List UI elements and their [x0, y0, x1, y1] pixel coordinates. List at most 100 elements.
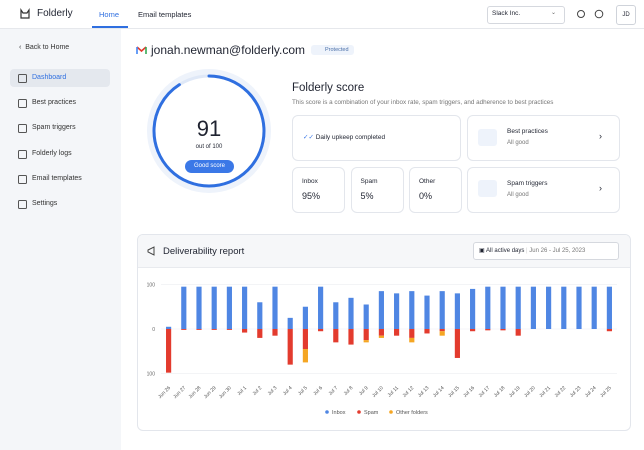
x-tick-label: Jul 13 [417, 385, 431, 399]
bar [318, 286, 324, 329]
chart-title: Deliverability report [163, 246, 245, 257]
bar [272, 286, 278, 329]
bar [409, 291, 415, 329]
bar [211, 329, 217, 330]
upkeep-label: Daily upkeep completed [315, 134, 386, 141]
tab-underline [92, 26, 128, 28]
sidebar-item[interactable]: Settings [32, 200, 58, 207]
bar [211, 286, 217, 329]
rate-card [409, 167, 462, 213]
score-rating: Good score [185, 160, 234, 173]
bar [409, 329, 415, 338]
workspace-name: Slack Inc. [492, 10, 521, 17]
x-tick-label: Jun 29 [203, 385, 218, 400]
bar [394, 329, 400, 336]
bar [378, 335, 384, 338]
bar [591, 286, 597, 329]
rate-label: Other [419, 178, 436, 185]
rate-value: 0% [419, 191, 433, 201]
bar [439, 331, 445, 336]
x-tick-label: Jul 9 [358, 385, 370, 397]
sidebar-item[interactable]: Folderly logs [32, 149, 72, 157]
x-tick-label: Jul 8 [343, 385, 355, 397]
x-tick-label: Jul 24 [584, 385, 598, 399]
bar [333, 302, 339, 329]
tab-home[interactable]: Home [99, 10, 120, 19]
bar [302, 329, 308, 350]
filter: All active days [486, 248, 525, 254]
x-tick-label: Jul 2 [252, 385, 264, 397]
x-tick-label: Jul 22 [554, 385, 568, 399]
back-link[interactable]: ‹ Back to Home [19, 44, 70, 51]
x-tick-label: Jul 20 [523, 385, 537, 399]
rate-label: Inbox [302, 178, 318, 185]
bar [606, 286, 612, 329]
x-tick-label: Jul 21 [538, 385, 552, 399]
avatar[interactable]: JD [616, 5, 636, 25]
rate-card [292, 167, 345, 213]
x-tick-label: Jun 28 [188, 385, 203, 400]
sidebar-icon [18, 200, 27, 209]
megaphone-icon [147, 246, 155, 256]
date-range: Jun 26 - Jul 25, 2023 [529, 248, 586, 254]
upkeep-text: ✓✓ Daily upkeep completed [303, 134, 386, 141]
score-subtitle: This score is a combination of your inbo… [292, 99, 554, 106]
back-text: Back to Home [25, 44, 70, 51]
spam-triggers-card[interactable] [467, 167, 620, 213]
sidebar [0, 29, 121, 450]
bar [181, 329, 187, 330]
x-tick-label: Jun 30 [218, 385, 233, 400]
score-title: Folderly score [292, 82, 365, 94]
y-tick-label: 100 [147, 372, 156, 378]
bar [166, 326, 172, 329]
logo-icon [20, 8, 30, 19]
sidebar-item[interactable]: Dashboard [32, 74, 67, 81]
account-email: jonah.newman@folderly.com [151, 43, 306, 57]
x-tick-label: Jul 17 [478, 385, 492, 399]
x-tick-label: Jul 18 [493, 385, 507, 399]
rate-value: 5% [360, 191, 374, 201]
x-tick-label: Jul 15 [447, 385, 461, 399]
bar [302, 349, 308, 363]
header [0, 0, 644, 29]
score-gauge [147, 69, 271, 193]
sidebar-item[interactable]: Best practices [32, 99, 76, 107]
legend-label: Spam [364, 410, 379, 416]
x-tick-label: Jul 4 [282, 385, 294, 397]
x-tick-label: Jul 19 [508, 385, 522, 399]
x-tick-label: Jul 11 [387, 385, 401, 399]
sidebar-item[interactable]: Email templates [32, 174, 82, 182]
best-practices-card[interactable] [467, 115, 620, 161]
bar [242, 329, 248, 333]
bar [515, 329, 521, 336]
bar [378, 329, 384, 336]
x-tick-label: Jul 23 [569, 385, 583, 399]
bar [363, 340, 369, 343]
bar [363, 329, 369, 341]
bar [242, 286, 248, 329]
x-tick-label: Jul 10 [371, 385, 385, 399]
protected-badge: Protected [311, 45, 354, 55]
bar [196, 286, 202, 329]
x-tick-label: Jul 6 [312, 385, 324, 397]
bar [424, 295, 430, 329]
tab-templates[interactable]: Email templates [138, 10, 192, 19]
best-practices-title: Best practices [507, 128, 548, 135]
target-icon [478, 180, 497, 197]
bar [257, 329, 263, 338]
best-practices-status: All good [507, 140, 529, 146]
sidebar-item[interactable]: Spam triggers [32, 124, 76, 132]
date-picker[interactable] [473, 242, 619, 260]
rate-card [350, 167, 404, 213]
bar [196, 329, 202, 330]
header-icons [577, 9, 604, 19]
bar [226, 329, 232, 330]
bar [576, 286, 582, 329]
rate-label: Spam [360, 178, 378, 185]
workspace-select[interactable] [487, 6, 565, 24]
flag-icon [478, 129, 497, 146]
bar [454, 329, 460, 358]
bar [546, 286, 552, 329]
bar [485, 329, 491, 331]
